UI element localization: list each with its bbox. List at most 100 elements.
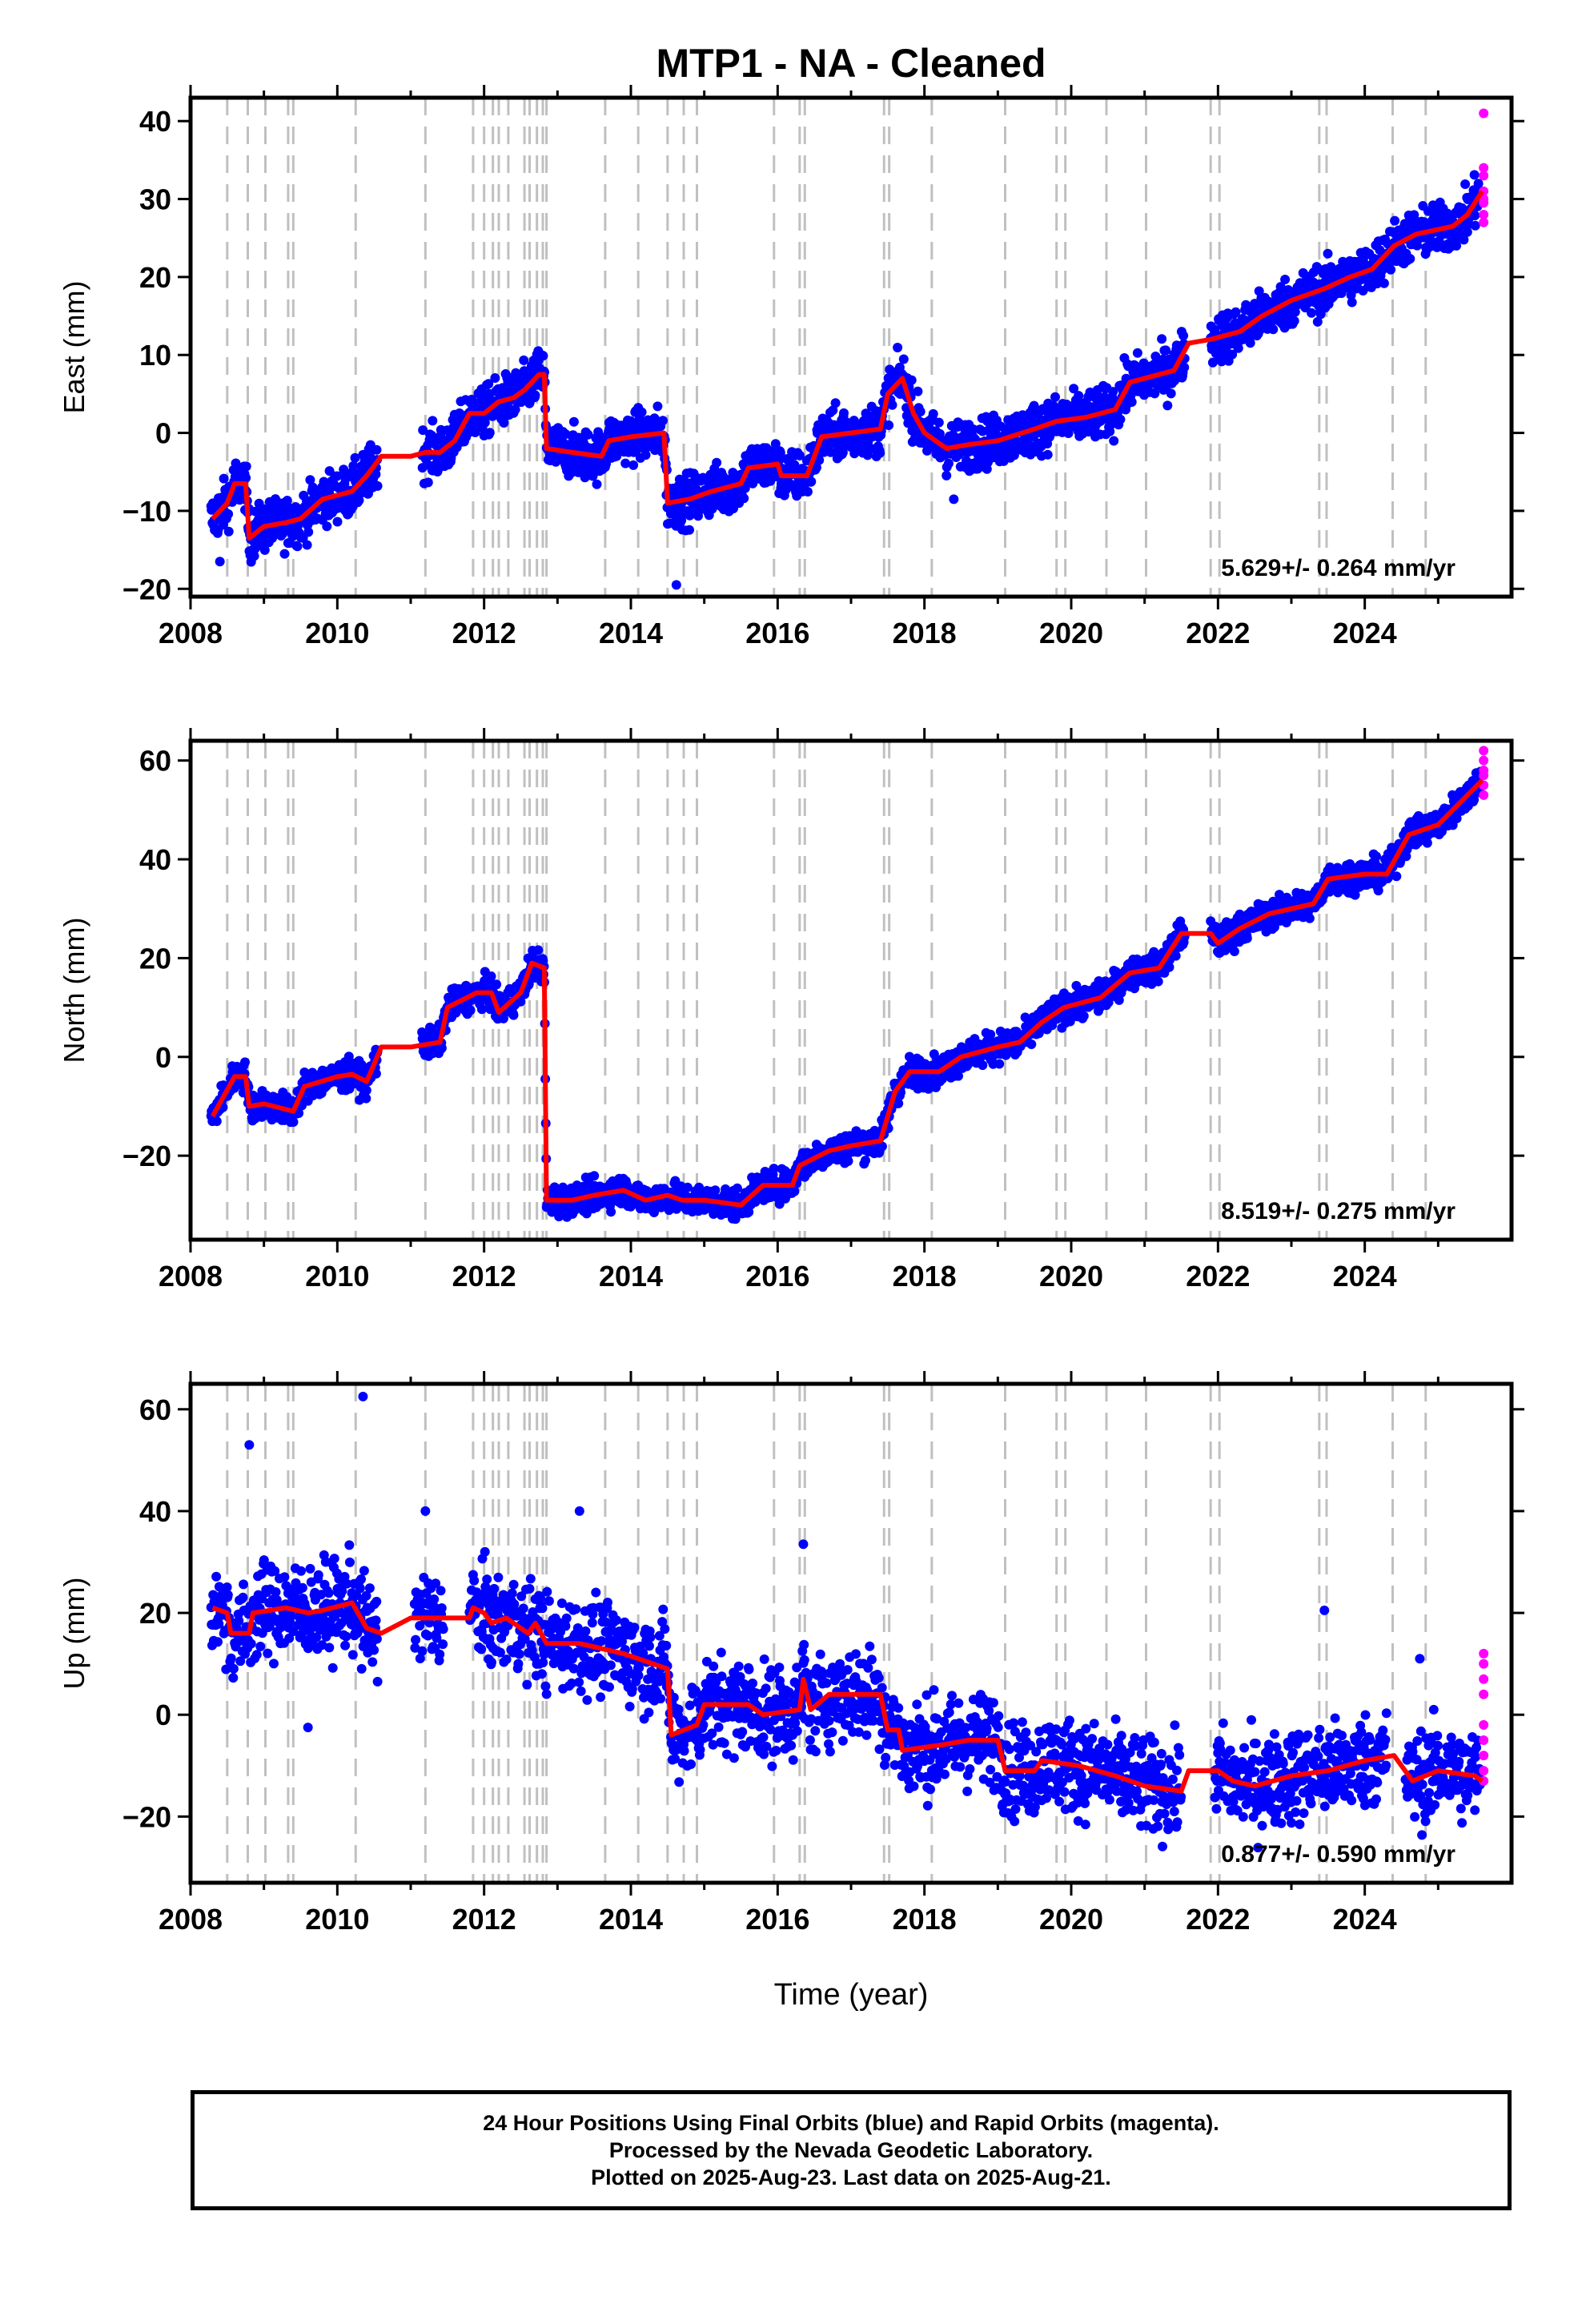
final-orbit-point	[350, 452, 360, 463]
final-orbit-point	[1153, 976, 1163, 987]
final-orbit-point	[685, 510, 695, 521]
final-orbit-point	[519, 355, 529, 365]
final-orbit-point	[1108, 387, 1118, 397]
final-orbit-point	[744, 1207, 754, 1217]
final-orbit-point	[1132, 348, 1142, 358]
final-orbit-point	[789, 1186, 800, 1196]
final-orbit-point	[721, 1184, 731, 1194]
final-orbit-point	[492, 979, 502, 990]
final-orbit-point	[1150, 388, 1160, 399]
final-orbit-point	[710, 1185, 721, 1196]
final-orbit-point	[628, 460, 639, 470]
final-orbit-point	[1326, 267, 1336, 277]
final-orbit-point	[1462, 227, 1472, 237]
final-orbit-point	[1280, 275, 1291, 284]
final-orbit-points-north	[206, 766, 1486, 1224]
final-orbit-point	[1078, 1011, 1089, 1021]
final-orbit-point	[332, 471, 342, 481]
final-orbit-point	[915, 407, 926, 416]
final-orbit-point	[1026, 1039, 1037, 1049]
final-orbit-point	[372, 480, 383, 491]
final-orbit-point	[1207, 357, 1218, 368]
x-tick-label: 2014	[599, 617, 663, 649]
final-orbit-point	[1312, 316, 1323, 327]
rapid-orbit-point	[1479, 198, 1489, 208]
final-orbit-point	[1409, 210, 1419, 220]
final-orbit-point	[589, 1171, 600, 1181]
final-orbit-point	[620, 458, 631, 468]
final-orbit-point	[240, 1057, 250, 1068]
final-orbit-point	[1268, 324, 1279, 335]
final-orbit-point	[1126, 397, 1137, 407]
final-orbit-point	[428, 416, 438, 426]
final-orbit-point	[484, 428, 495, 438]
final-orbit-point	[887, 400, 897, 410]
final-orbit-point	[533, 945, 544, 955]
rapid-orbit-point	[1479, 171, 1489, 181]
final-orbit-point	[241, 472, 251, 483]
final-orbit-point	[486, 971, 496, 982]
final-orbit-point	[465, 1005, 476, 1015]
final-orbit-point	[1114, 995, 1124, 1005]
model-fit-line-east	[211, 190, 1484, 541]
final-orbit-point	[825, 447, 836, 457]
final-orbit-point	[1029, 400, 1039, 411]
y-tick-label: 0	[155, 417, 171, 450]
final-orbit-point	[1179, 362, 1190, 372]
x-tick-label: 2010	[305, 617, 369, 649]
x-tick-label: 2022	[1186, 617, 1250, 649]
y-tick-label: −20	[122, 573, 171, 605]
final-orbit-point	[1166, 388, 1176, 399]
rapid-orbit-point	[1479, 217, 1489, 227]
final-orbit-point	[490, 373, 500, 383]
final-orbit-point	[592, 479, 602, 489]
y-tick-label: 40	[139, 105, 171, 138]
final-orbit-point	[417, 463, 428, 473]
final-orbit-point	[1161, 345, 1171, 356]
final-orbit-point	[636, 407, 647, 417]
final-orbit-point	[712, 457, 722, 468]
final-orbit-point	[476, 1004, 487, 1015]
final-orbit-point	[1063, 428, 1074, 438]
final-orbit-point	[658, 416, 668, 426]
y-tick-label: 30	[139, 183, 171, 216]
final-orbit-point	[949, 494, 959, 505]
final-orbit-point	[814, 455, 825, 465]
final-orbit-point	[288, 1117, 299, 1127]
rapid-orbit-point	[1479, 108, 1489, 119]
final-orbit-point	[348, 460, 359, 471]
final-orbit-point	[332, 517, 343, 527]
final-orbit-point	[568, 416, 579, 427]
final-orbit-point	[354, 495, 364, 505]
final-orbit-point	[928, 408, 938, 419]
final-orbit-point	[1347, 297, 1357, 308]
offset-lines-east	[226, 98, 1427, 597]
final-orbit-point	[1065, 1016, 1075, 1027]
final-orbit-point	[1307, 308, 1317, 318]
final-orbit-point	[1386, 264, 1396, 275]
final-orbit-point	[943, 458, 954, 468]
final-orbit-point	[1103, 997, 1114, 1007]
rapid-orbit-point	[1479, 163, 1489, 173]
final-orbit-point	[843, 1156, 853, 1166]
final-orbit-point	[510, 404, 520, 415]
final-orbit-point	[361, 1085, 371, 1096]
final-orbit-point	[906, 375, 917, 385]
x-tick-label: 2008	[159, 617, 223, 649]
final-orbit-point	[371, 444, 382, 455]
final-orbit-point	[811, 462, 821, 472]
final-orbit-point	[934, 417, 944, 428]
final-orbit-point	[1157, 334, 1167, 344]
final-orbit-point	[282, 496, 292, 505]
final-orbit-point	[259, 545, 270, 555]
y-axis-label-east: East (mm)	[58, 281, 90, 414]
x-tick-label: 2016	[745, 617, 809, 649]
final-orbit-point	[292, 541, 303, 552]
final-orbit-point	[802, 487, 813, 497]
rate-label-east: 5.629+/- 0.264 mm/yr	[1221, 555, 1456, 581]
final-orbit-point	[986, 1029, 996, 1039]
final-orbit-point	[732, 1183, 742, 1193]
final-orbit-point	[837, 447, 848, 457]
final-orbit-point	[530, 390, 540, 400]
